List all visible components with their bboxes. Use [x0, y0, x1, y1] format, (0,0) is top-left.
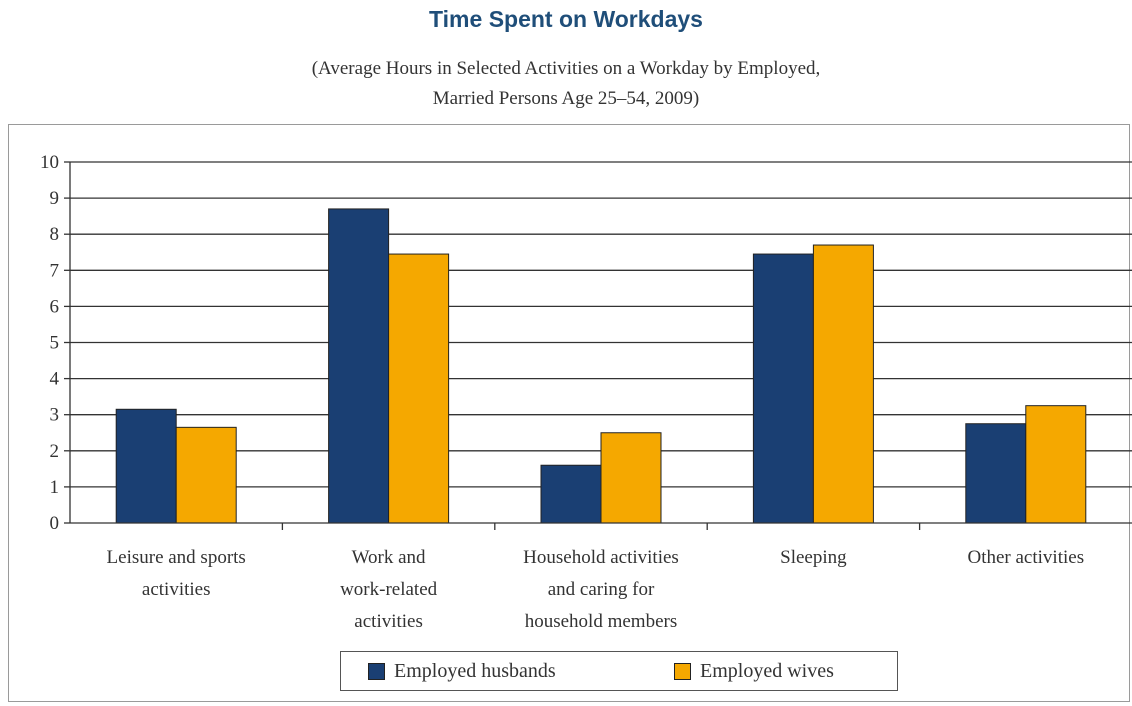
bar-wives — [812, 244, 874, 524]
x-category-label: Work and — [352, 547, 426, 568]
x-category-label: Sleeping — [780, 547, 847, 568]
chart-subtitle-line-1: (Average Hours in Selected Activities on… — [311, 58, 821, 79]
x-category-label: Household activities — [523, 547, 679, 568]
legend-item-husbands: Employed husbands — [368, 660, 556, 683]
x-category-label: activities — [354, 611, 423, 632]
y-tick-label: 6 — [50, 296, 60, 317]
legend-item-wives: Employed wives — [674, 660, 834, 683]
bar-husbands — [115, 408, 177, 524]
y-tick-label: 9 — [50, 188, 60, 209]
bar-wives — [175, 426, 237, 524]
x-category-label: Other activities — [967, 547, 1084, 568]
y-tick-label: 10 — [40, 152, 59, 173]
x-category-label: Leisure and sports — [107, 547, 246, 568]
y-tick-label: 2 — [50, 441, 60, 462]
y-tick-label: 4 — [50, 369, 60, 390]
bar-wives — [1025, 405, 1087, 524]
bar-husbands — [965, 423, 1027, 524]
chart-frame — [8, 124, 1130, 702]
y-tick-label: 3 — [50, 405, 60, 426]
bar-husbands — [752, 253, 814, 524]
x-category-label: and caring for — [548, 579, 655, 600]
chart-legend: Employed husbands Employed wives — [340, 651, 898, 691]
x-category-label: household members — [525, 611, 678, 632]
x-category-label: activities — [142, 579, 211, 600]
bar-husbands — [328, 208, 390, 524]
x-category-label: work-related — [340, 579, 438, 600]
legend-label-husbands: Employed husbands — [394, 660, 556, 682]
y-tick-label: 5 — [50, 333, 60, 354]
bar-husbands — [540, 464, 602, 524]
legend-swatch-husbands — [368, 663, 385, 680]
legend-swatch-wives — [674, 663, 691, 680]
chart-title: Time Spent on Workdays — [429, 6, 703, 32]
y-tick-label: 1 — [50, 477, 60, 498]
bar-wives — [388, 253, 450, 524]
bar-wives — [600, 432, 662, 524]
y-tick-label: 8 — [50, 224, 60, 245]
y-tick-label: 0 — [50, 513, 60, 534]
y-tick-label: 7 — [50, 260, 60, 281]
legend-label-wives: Employed wives — [700, 660, 834, 682]
chart-subtitle-line-2: Married Persons Age 25–54, 2009) — [432, 88, 700, 109]
